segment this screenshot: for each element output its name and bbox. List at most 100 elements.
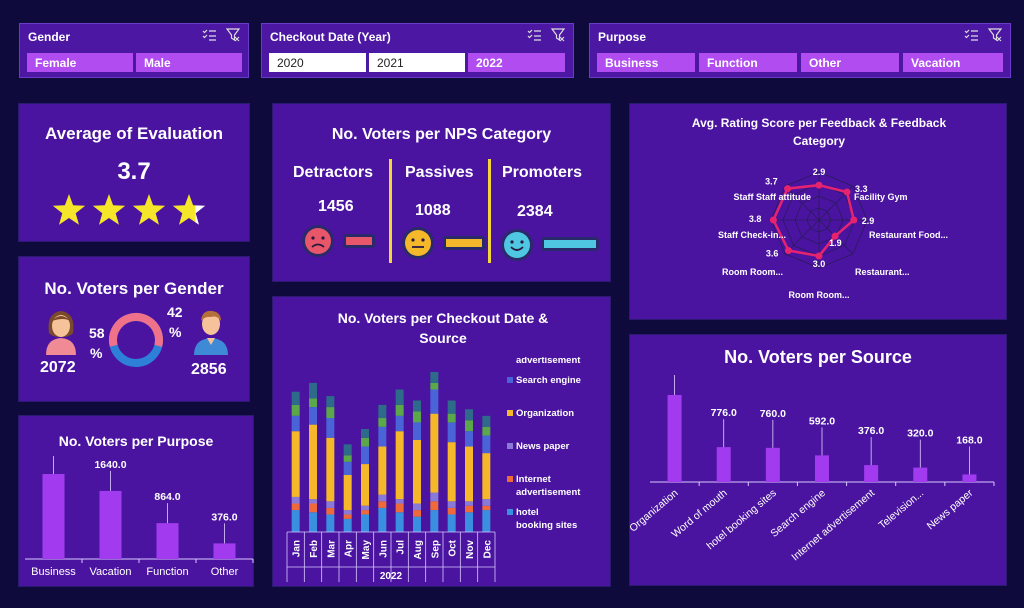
stack-segment [343,518,352,532]
nps-divider [488,159,491,263]
slicer-item-male[interactable]: Male [136,53,242,72]
radar-point [769,216,777,224]
legend-label: Organization [516,408,574,419]
star-icon [132,194,166,225]
stack-segment [343,510,352,515]
stack-segment [309,382,317,399]
stack-segment [309,407,317,425]
stack-segment [465,505,473,513]
passives-bar-icon [443,236,485,250]
radar-category-label: Staff Check-in... [718,230,786,240]
stack-segment [395,503,404,513]
multi-select-icon[interactable] [202,28,216,42]
feedback-radar-chart: 2.93.32.91.93.03.63.83.7Facility...Facil… [718,167,948,300]
stack-segment [378,418,387,427]
stack-segment [361,437,369,447]
purpose-slicer-title: Purpose [598,30,647,44]
x-tick-label: Nov [465,540,476,559]
stack-segment [465,512,473,532]
radar-point [831,232,839,240]
stack-segment [291,391,300,405]
stack-segment [326,507,335,515]
stack-segment [482,415,491,427]
x-tick-label: Internet advertisement [789,487,877,563]
slicer-item-vacation[interactable]: Vacation [903,53,1003,72]
stack-segment [378,404,387,419]
data-label: 776.0 [711,407,737,419]
multi-select-icon[interactable] [964,28,978,42]
checkout-stacked-bar-chart: Jan Feb Mar Apr May Jun Jul Aug Sep Oct Nov Dec 2022… [286,357,581,582]
x-tick-label: Sep [430,540,441,558]
radar-value-label: 2.9 [862,216,875,226]
slicer-item-female[interactable]: Female [27,53,133,72]
evaluation-title: Average of Evaluation [45,124,223,143]
evaluation-card: Average of Evaluation 3.7 [18,103,250,242]
data-label: 320.0 [907,428,933,440]
radar-point [815,181,823,189]
x-tick-label: Feb [309,540,320,558]
legend-label: Internet [516,474,552,485]
stack-segment [395,499,404,504]
x-tick-label: Mar [326,540,337,558]
stack-segment [447,400,456,414]
x-tick-label: Dec [482,540,493,559]
male-percent: 42 [167,304,183,320]
data-label: 592.0 [809,415,835,427]
nps-title: No. Voters per NPS Category [331,126,552,143]
clear-filter-icon[interactable] [988,28,1002,42]
stack-segment [395,512,404,532]
stack-segment [430,492,439,502]
legend-label: advertisement [516,357,581,366]
radar-value-label: 1.9 [829,238,842,248]
stack-segment [343,461,352,476]
stack-segment [361,514,369,532]
stack-segment [413,510,421,517]
source-chart-card: No. Voters per Source 1936.0Organization… [629,334,1007,586]
slicer-item-2021[interactable]: 2021 [369,53,465,72]
bar [765,447,780,482]
slicer-item-function[interactable]: Function [699,53,797,72]
slicer-item-other[interactable]: Other [801,53,899,72]
x-tick-label: Apr [344,540,355,557]
radar-title: Avg. Rating Score per Feedback & Feedbac… [691,116,947,148]
radar-value-label: 3.3 [855,184,868,194]
radar-category-label: Restaurant Food... [869,230,948,240]
stack-segment [291,510,300,532]
slicer-item-business[interactable]: Business [597,53,695,72]
stack-segment [395,431,404,500]
nps-promoters-value: 2384 [517,203,553,220]
stack-segment [291,415,300,432]
nps-promoters-label: Promoters [502,164,583,181]
clear-filter-icon[interactable] [551,28,565,42]
data-label: 376.0 [858,425,884,437]
radar-value-label: 3.7 [765,177,778,187]
stack-segment [395,404,404,416]
male-percent-sign: % [169,324,182,340]
legend-label: booking sites [516,520,577,531]
stack-segment [361,510,369,515]
stack-segment [291,503,300,511]
bar [716,447,731,482]
stack-segment [395,389,404,405]
evaluation-value: 3.7 [117,158,151,185]
legend-label: News paper [516,441,570,452]
slicer-item-2022[interactable]: 2022 [468,53,565,72]
stack-segment [465,501,473,506]
stack-segment [465,446,473,502]
x-tick-label: Aug [413,540,424,559]
clear-filter-icon[interactable] [226,28,240,42]
x-axis-title: 2022 [380,571,403,582]
multi-select-icon[interactable] [527,28,541,42]
stack-segment [378,494,387,502]
radar-category-label: Room Room... [722,267,783,277]
slicer-item-2020[interactable]: 2020 [269,53,366,72]
nps-passives-label: Passives [405,164,474,181]
stack-segment [309,398,317,408]
stack-segment [465,420,473,432]
checkout-slicer: Checkout Date (Year) 2020 2021 2022 [261,23,574,78]
stack-segment [326,407,335,419]
stack-segment [430,372,439,383]
stack-segment [430,510,439,532]
checkout-chart-title: No. Voters per Checkout Date & Source [337,310,549,346]
